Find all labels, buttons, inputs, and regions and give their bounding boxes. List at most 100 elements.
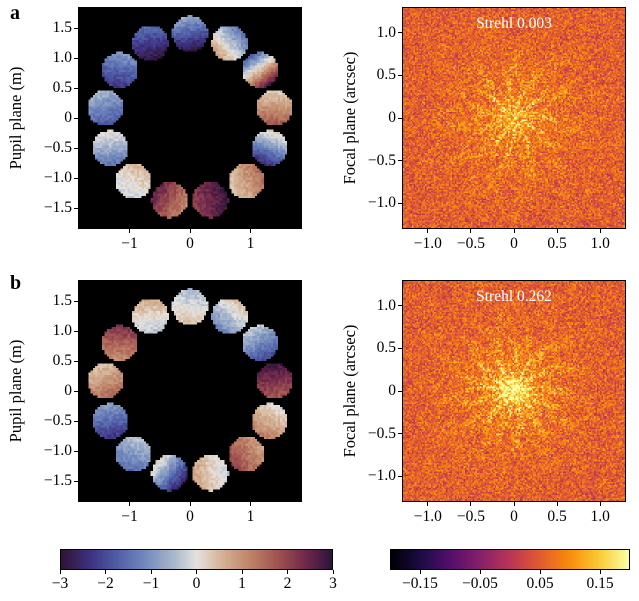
y-tick-mark — [398, 475, 402, 477]
y-tick-mark — [398, 390, 402, 392]
x-tick-label: 0 — [510, 508, 518, 525]
y-tick-label: 1.0 — [376, 23, 396, 41]
focal-colorbar-gradient — [391, 550, 629, 569]
x-tick-label: −1.0 — [413, 235, 442, 252]
focal-b-plot: Strehl 0.262 — [402, 280, 626, 502]
y-tick-mark — [74, 390, 78, 392]
pupil-b-axis-label: Pupil plane (m) — [6, 339, 25, 443]
focal-colorbar — [390, 549, 630, 570]
y-tick-mark — [74, 480, 78, 482]
pupil-b-heatmap — [79, 281, 301, 501]
y-tick-mark — [398, 160, 402, 162]
y-tick-mark — [398, 305, 402, 307]
y-tick-label: 1.0 — [52, 49, 72, 66]
y-tick-mark — [398, 202, 402, 204]
x-tick-mark — [128, 229, 130, 233]
colorbar-tick-label: −0.15 — [402, 575, 438, 592]
colorbar-tick-mark — [241, 570, 243, 574]
colorbar-tick-mark — [59, 570, 61, 574]
y-tick-mark — [398, 32, 402, 34]
y-tick-label: −0.5 — [367, 151, 396, 169]
colorbar-tick-mark — [287, 570, 288, 574]
pupil-b-plot — [78, 280, 302, 502]
x-tick-label: 1 — [246, 235, 255, 252]
focal-a-plot: Strehl 0.003 — [402, 7, 626, 229]
colorbar-tick-label: 2 — [283, 575, 292, 592]
y-tick-mark — [74, 360, 78, 362]
y-tick-mark — [74, 87, 78, 89]
x-tick-mark — [128, 502, 130, 506]
y-tick-mark — [74, 177, 78, 179]
x-tick-mark — [513, 229, 515, 233]
colorbar-tick-mark — [196, 570, 197, 574]
x-tick-mark — [427, 229, 429, 233]
x-tick-mark — [250, 229, 252, 233]
colorbar-tick-label: −1 — [142, 575, 160, 592]
panel-label-a: a — [10, 2, 20, 24]
x-tick-mark — [513, 502, 515, 506]
x-tick-label: 0 — [510, 235, 518, 252]
focal-b-heatmap — [403, 281, 625, 501]
colorbar-tick-mark — [419, 570, 421, 574]
x-tick-label: −1 — [121, 235, 138, 252]
y-tick-label: −1.0 — [43, 442, 72, 459]
y-tick-label: 0 — [388, 382, 396, 399]
x-tick-label: −1 — [121, 508, 138, 525]
y-tick-label: 1.5 — [52, 292, 72, 309]
colorbar-tick-label: 1 — [238, 575, 246, 592]
x-tick-label: 0 — [186, 508, 194, 525]
y-tick-label: 0.5 — [52, 352, 72, 369]
y-tick-label: 1.0 — [52, 322, 72, 339]
y-tick-mark — [74, 57, 78, 59]
y-tick-label: 0.5 — [376, 339, 396, 357]
x-tick-label: 0 — [186, 235, 194, 252]
y-tick-label: 1.0 — [376, 296, 396, 314]
colorbar-tick-label: 0.15 — [586, 575, 614, 592]
x-tick-mark — [599, 229, 601, 233]
y-tick-label: −1.0 — [367, 467, 396, 485]
colorbar-tick-mark — [332, 570, 334, 574]
x-tick-mark — [189, 502, 191, 506]
x-tick-label: 0.5 — [547, 235, 567, 252]
colorbar-tick-mark — [105, 570, 106, 574]
y-tick-mark — [74, 207, 78, 209]
colorbar-tick-mark — [479, 570, 481, 574]
y-tick-label: −1.0 — [367, 194, 396, 212]
x-tick-label: −1.0 — [413, 508, 442, 525]
x-tick-mark — [470, 502, 472, 506]
y-tick-label: −1.5 — [43, 199, 72, 216]
x-tick-mark — [189, 229, 191, 233]
y-tick-mark — [398, 347, 402, 349]
pupil-colorbar-gradient — [61, 550, 332, 569]
colorbar-tick-label: 0 — [192, 575, 201, 592]
x-tick-label: 1.0 — [590, 235, 610, 252]
y-tick-label: −0.5 — [367, 424, 396, 442]
y-tick-label: 0 — [388, 109, 396, 126]
y-tick-label: 1.5 — [52, 19, 72, 36]
y-tick-label: 0.5 — [376, 66, 396, 84]
y-tick-label: −1.0 — [43, 169, 72, 186]
x-tick-mark — [599, 502, 601, 506]
y-tick-mark — [398, 433, 402, 435]
y-tick-label: 0.5 — [52, 79, 72, 96]
colorbar-tick-label: 3 — [329, 575, 337, 592]
colorbar-tick-label: 0.05 — [526, 575, 554, 592]
y-tick-mark — [74, 117, 78, 119]
x-tick-label: −0.5 — [456, 508, 485, 525]
x-tick-mark — [250, 502, 252, 506]
x-tick-label: 0.5 — [547, 508, 567, 525]
colorbar-tick-label: −2 — [97, 575, 114, 592]
y-tick-label: −0.5 — [43, 139, 72, 156]
colorbar-tick-mark — [599, 570, 601, 574]
strehl-annotation-b: Strehl 0.262 — [476, 288, 552, 305]
colorbar-tick-label: −0.05 — [462, 575, 498, 592]
y-tick-mark — [74, 147, 78, 149]
x-tick-mark — [556, 229, 558, 233]
x-tick-label: 1.0 — [590, 508, 610, 525]
strehl-annotation-a: Strehl 0.003 — [476, 15, 552, 32]
x-tick-label: 1 — [246, 508, 255, 525]
colorbar-tick-mark — [150, 570, 152, 574]
y-tick-mark — [74, 330, 78, 332]
y-tick-label: 0 — [64, 109, 72, 126]
x-tick-label: −0.5 — [456, 235, 485, 252]
